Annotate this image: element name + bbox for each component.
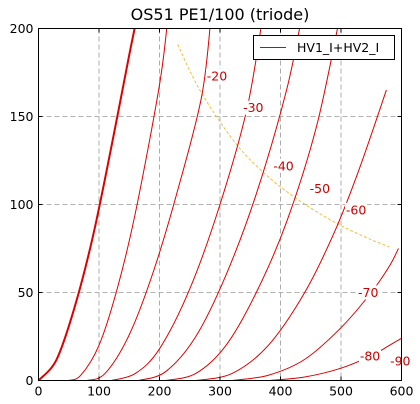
- curve-label-text: -70: [358, 285, 378, 300]
- x-tick-label: 100: [87, 384, 111, 399]
- curve-label: -80: [359, 348, 382, 363]
- max-dissipation-curve: [177, 44, 390, 248]
- plate-curve-7: [232, 248, 399, 381]
- x-tick-label: 300: [208, 384, 232, 399]
- curve-label-text: -90: [390, 354, 410, 369]
- curve-label: -40: [272, 158, 295, 173]
- legend: HV1_I+HV2_I: [253, 35, 395, 60]
- curve-label-text: -40: [273, 158, 293, 173]
- curve-label-bg: [272, 158, 295, 173]
- curve-label-text: -20: [207, 69, 227, 84]
- curve-label: -30: [242, 100, 265, 115]
- curve-label: -90: [389, 354, 412, 369]
- curve-label-bg: [205, 69, 228, 84]
- x-tick-label: 600: [390, 384, 414, 399]
- curve-label-text: -60: [346, 202, 366, 217]
- max-dissipation-layer: [177, 44, 390, 248]
- curve-label-bg: [389, 354, 412, 369]
- y-tick-label: 150: [10, 109, 34, 124]
- plate-curve-0: [38, 28, 136, 381]
- curve-label-bg: [242, 100, 265, 115]
- curve-label-bg: [345, 202, 368, 217]
- curve-label: -50: [308, 181, 331, 196]
- curve-label: -20: [205, 69, 228, 84]
- curve-label-bg: [308, 181, 331, 196]
- curve-label: -60: [345, 202, 368, 217]
- x-tick-label: 200: [148, 384, 172, 399]
- curve-labels-layer: -20 -30 -40 -50 -60 -70 -80 -90: [205, 69, 412, 369]
- legend-entry: HV1_I+HV2_I: [297, 40, 379, 55]
- plate-curve-6: [195, 89, 387, 381]
- plate-curve-8: [268, 337, 402, 381]
- y-tick-label: 100: [10, 197, 34, 212]
- y-tick-label: 0: [26, 373, 34, 388]
- y-tick-label: 200: [10, 21, 34, 36]
- plate-curve-2: [86, 28, 211, 381]
- curves-layer: [38, 28, 402, 381]
- curve-label-bg: [357, 285, 380, 300]
- axis-ticks: 0 100 200 300 400 500 600 0 50 100 150 200: [10, 21, 414, 399]
- x-tick-label: 0: [35, 384, 43, 399]
- y-tick-label: 50: [18, 285, 34, 300]
- chart-title: OS51 PE1/100 (triode): [131, 5, 310, 24]
- curve-label-bg: [359, 348, 382, 363]
- curve-label: -70: [357, 285, 380, 300]
- x-tick-label: 500: [329, 384, 353, 399]
- plate-curve-4: [138, 28, 301, 381]
- curve-label-text: -30: [243, 100, 263, 115]
- curve-label-text: -50: [310, 181, 330, 196]
- plate-curve-5: [165, 28, 338, 381]
- curve-label-text: -80: [360, 348, 380, 363]
- x-tick-label: 400: [269, 384, 293, 399]
- plate-curve-1: [68, 28, 168, 381]
